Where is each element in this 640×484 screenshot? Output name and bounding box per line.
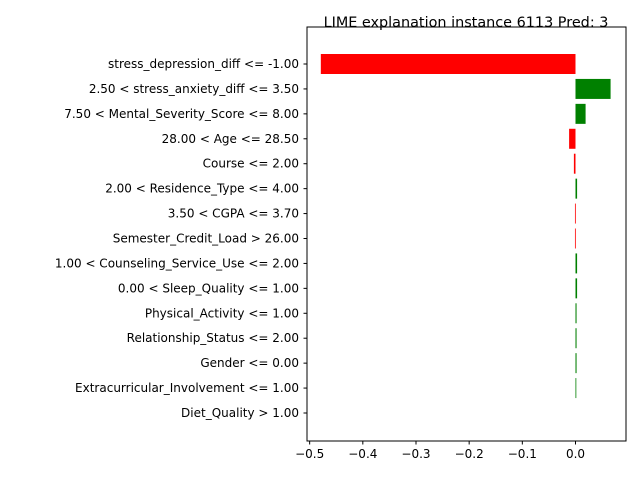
bar [575,103,586,124]
x-tick-label: −0.2 [455,447,484,461]
y-tick-label: 7.50 < Mental_Severity_Score <= 8.00 [64,107,299,121]
x-tick-label: 0.0 [566,447,585,461]
y-tick-label: Extracurricular_Involvement <= 1.00 [75,381,299,395]
x-tick-label: −0.1 [508,447,537,461]
y-tick-label: Physical_Activity <= 1.00 [145,306,299,320]
y-tick-label: 28.00 < Age <= 28.50 [162,132,299,146]
bar [575,303,577,324]
y-tick-label: stress_depression_diff <= -1.00 [108,57,299,71]
bar [574,228,576,249]
y-tick-label: Gender <= 0.00 [200,356,299,370]
bar [574,203,576,224]
bar [575,278,578,299]
bar [575,253,578,274]
y-tick-label: Relationship_Status <= 2.00 [127,331,299,345]
x-tick-label: −0.3 [401,447,430,461]
bar [575,353,577,374]
chart-title: LIME explanation instance 6113 Pred: 3 [324,15,609,31]
y-tick-labels: stress_depression_diff <= -1.00 2.50 < st… [55,57,307,420]
y-tick-label: 0.00 < Sleep_Quality <= 1.00 [118,281,299,295]
x-tick-labels: −0.5 −0.4 −0.3 −0.2 −0.1 0.0 [295,441,585,461]
y-tick-label: Semester_Credit_Load > 26.00 [113,232,299,246]
y-tick-label: 2.00 < Residence_Type <= 4.00 [105,182,299,196]
y-tick-label: 3.50 < CGPA <= 3.70 [168,207,299,221]
bar [575,378,577,399]
y-tick-label: 2.50 < stress_anxiety_diff <= 3.50 [89,82,299,96]
bar [573,153,576,174]
bar [320,54,576,74]
y-tick-label: Diet_Quality > 1.00 [181,406,299,420]
bars-layer [320,54,611,399]
bar [575,178,578,199]
bar [569,128,576,149]
x-tick-label: −0.4 [348,447,377,461]
plot-frame [306,26,627,442]
bar [575,328,577,349]
y-tick-label: Course <= 2.00 [203,157,299,171]
x-tick-label: −0.5 [295,447,324,461]
y-tick-label: 1.00 < Counseling_Service_Use <= 2.00 [55,256,299,270]
bar [575,78,611,99]
